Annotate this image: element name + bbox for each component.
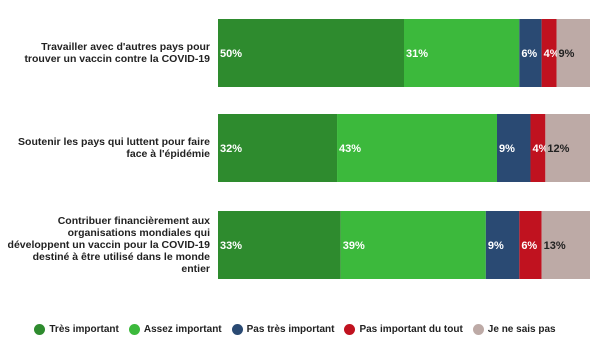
legend-label: Pas important du tout — [359, 324, 463, 335]
category-label: Travailler avec d'autres pays pour trouv… — [24, 41, 210, 65]
data-label: 4% — [544, 48, 560, 60]
data-label: 4% — [532, 143, 548, 155]
legend-item-fairly-important: Assez important — [128, 324, 222, 335]
legend-label: Je ne sais pas — [487, 324, 556, 335]
data-label: 9% — [488, 240, 504, 252]
data-label: 43% — [339, 143, 361, 155]
legend-label: Assez important — [143, 324, 222, 335]
bar-segment-not-important-at-all — [519, 211, 542, 279]
legend-item-not-important-at-all: Pas important du tout — [344, 324, 463, 335]
data-label: 39% — [343, 240, 365, 252]
data-label: 32% — [220, 143, 242, 155]
category-label: Soutenir les pays qui luttent pour faire… — [18, 136, 210, 160]
data-label: 31% — [406, 48, 428, 60]
bar-segment-fairly-important — [404, 19, 520, 87]
bar-segment-dont-know — [556, 19, 590, 87]
bar-segment-very-important — [218, 114, 338, 182]
bar-segment-dont-know — [541, 211, 590, 279]
bar-segment-not-important-at-all — [530, 114, 546, 182]
category-label: Contribuer financièrement aux organisati… — [7, 215, 210, 275]
legend: Très important Assez important Pas très im… — [0, 324, 590, 335]
bar-segment-fairly-important — [337, 114, 497, 182]
legend-swatch — [231, 324, 243, 335]
legend-label: Très important — [49, 324, 119, 335]
legend-swatch — [128, 324, 140, 335]
bar-segment-very-important — [218, 211, 341, 279]
legend-item-very-important: Très important — [34, 324, 119, 335]
legend-swatch — [34, 324, 46, 335]
bar-segment-not-very-important — [485, 211, 520, 279]
data-label: 50% — [220, 48, 242, 60]
legend-item-dont-know: Je ne sais pas — [472, 324, 556, 335]
data-label: 12% — [547, 143, 569, 155]
data-label: 9% — [559, 48, 575, 60]
bar-segment-dont-know — [545, 114, 590, 182]
bar-segment-not-very-important — [519, 19, 542, 87]
data-label: 13% — [544, 240, 566, 252]
legend-swatch — [344, 324, 356, 335]
data-label: 33% — [220, 240, 242, 252]
bar-segment-not-very-important — [497, 114, 531, 182]
legend-label: Pas très important — [246, 324, 335, 335]
data-label: 6% — [521, 240, 537, 252]
bar-segment-very-important — [218, 19, 404, 87]
bar-segment-fairly-important — [340, 211, 486, 279]
data-label: 9% — [499, 143, 515, 155]
bar-segment-not-important-at-all — [541, 19, 557, 87]
legend-item-not-very-important: Pas très important — [231, 324, 335, 335]
legend-swatch — [472, 324, 484, 335]
data-label: 6% — [521, 48, 537, 60]
